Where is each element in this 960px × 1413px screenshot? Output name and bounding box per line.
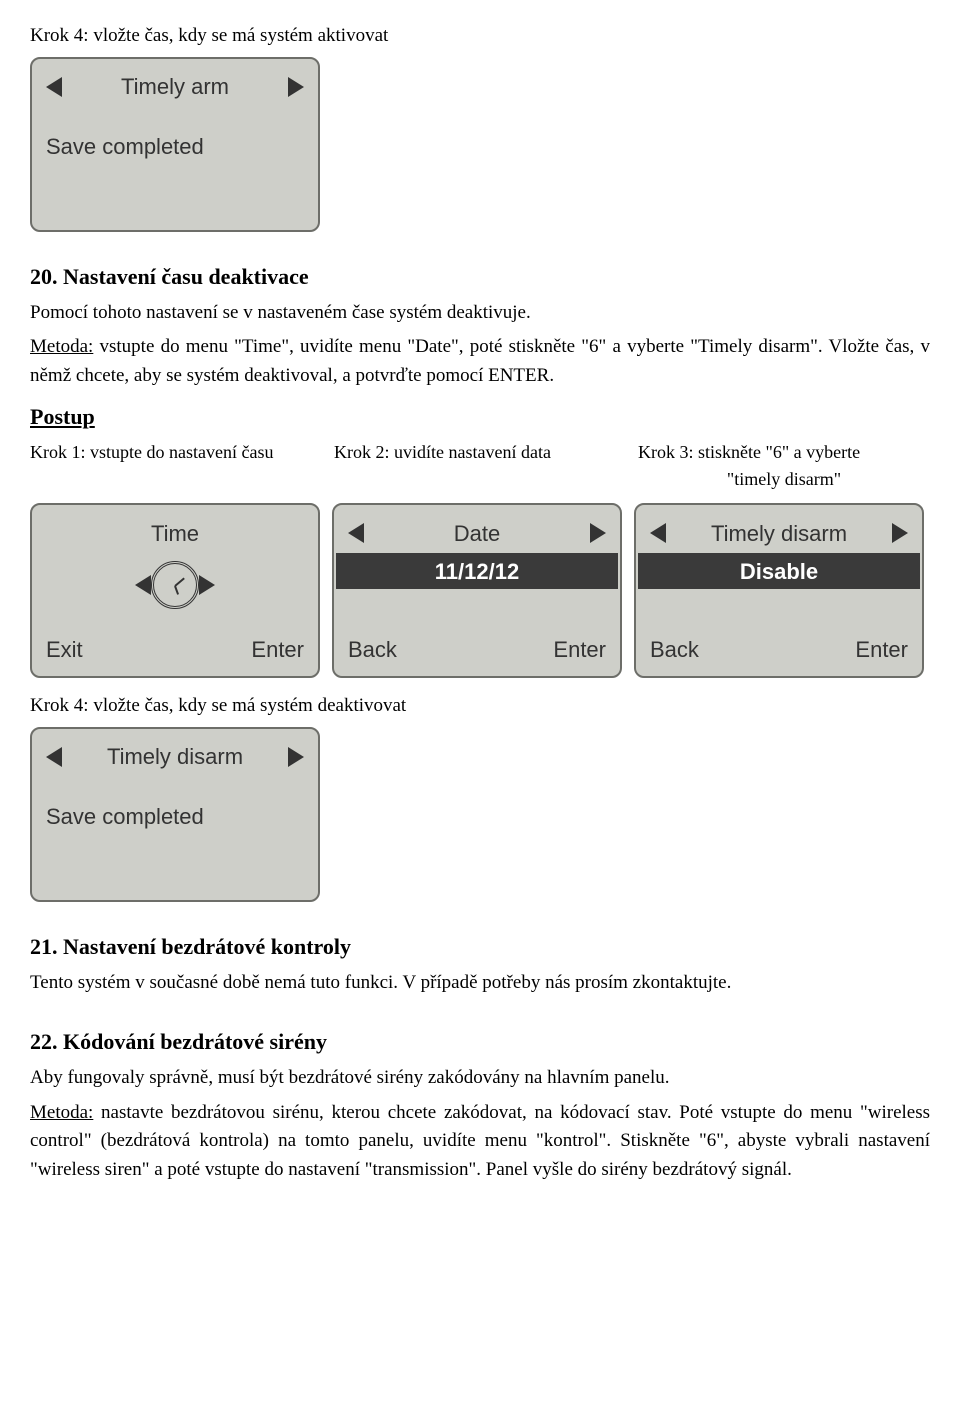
arrow-left-icon (46, 747, 62, 767)
step-labels-row: Krok 1: vstupte do nastavení času Krok 2… (30, 439, 930, 493)
screens-row: Time Exit Enter Date 11/12/12 Back Enter (30, 503, 930, 678)
section-22-method: Metoda: nastavte bezdrátovou sirénu, kte… (30, 1099, 930, 1185)
screen-title: Timely arm (62, 70, 288, 103)
arrow-left-icon (348, 523, 364, 543)
arrow-right-icon (288, 77, 304, 97)
softkey-left: Back (650, 633, 699, 666)
step4-deactivate-label: Krok 4: vložte čas, kdy se má systém dea… (30, 692, 930, 721)
arrow-right-icon (892, 523, 908, 543)
arrow-right-icon (590, 523, 606, 543)
section-22-heading: 22. Kódování bezdrátové sirény (30, 1025, 930, 1058)
method-label: Metoda: (30, 1102, 93, 1123)
arrow-left-icon (135, 575, 151, 595)
screen-timely-arm: Timely arm Save completed (30, 57, 320, 232)
method-label: Metoda: (30, 336, 93, 357)
arrow-left-icon (650, 523, 666, 543)
method-text: vstupte do menu "Time", uvidíte menu "Da… (30, 336, 930, 386)
section-20-heading: 20. Nastavení času deaktivace (30, 260, 930, 293)
step3-label-line2: "timely disarm" (638, 466, 930, 493)
softkey-right: Enter (553, 633, 606, 666)
section-20-intro: Pomocí tohoto nastavení se v nastaveném … (30, 299, 930, 328)
section-21-heading: 21. Nastavení bezdrátové kontroly (30, 930, 930, 963)
softkey-right: Enter (855, 633, 908, 666)
softkey-left: Exit (46, 633, 83, 666)
screen-value: 11/12/12 (435, 555, 519, 588)
screen-timely-disarm: Timely disarm Disable Back Enter (634, 503, 924, 678)
screen-title: Timely disarm (666, 517, 892, 550)
screen-title: Date (364, 517, 590, 550)
softkey-right: Enter (251, 633, 304, 666)
step2-label: Krok 2: uvidíte nastavení data (334, 439, 626, 493)
screen-timely-disarm-saved: Timely disarm Save completed (30, 727, 320, 902)
screen-status: Save completed (46, 800, 204, 833)
clock-icon (151, 561, 199, 609)
screen-time: Time Exit Enter (30, 503, 320, 678)
arrow-left-icon (46, 77, 62, 97)
step4-activate-label: Krok 4: vložte čas, kdy se má systém akt… (30, 22, 930, 51)
section-20-method: Metoda: vstupte do menu "Time", uvidíte … (30, 333, 930, 390)
screen-status: Save completed (46, 130, 204, 163)
arrow-right-icon (199, 575, 215, 595)
section-21-text: Tento systém v současné době nemá tuto f… (30, 969, 930, 998)
section-22-intro: Aby fungovaly správně, musí být bezdráto… (30, 1064, 930, 1093)
step3-label-line1: Krok 3: stiskněte "6" a vyberte (638, 439, 930, 466)
method-text: nastavte bezdrátovou sirénu, kterou chce… (30, 1102, 930, 1180)
procedure-heading: Postup (30, 400, 930, 433)
softkey-left: Back (348, 633, 397, 666)
screen-value: Disable (740, 555, 818, 588)
step3-col: Krok 3: stiskněte "6" a vyberte "timely … (638, 439, 930, 493)
screen-date: Date 11/12/12 Back Enter (332, 503, 622, 678)
arrow-right-icon (288, 747, 304, 767)
screen-title: Time (46, 517, 304, 550)
step1-label: Krok 1: vstupte do nastavení času (30, 439, 322, 493)
screen-title: Timely disarm (62, 740, 288, 773)
